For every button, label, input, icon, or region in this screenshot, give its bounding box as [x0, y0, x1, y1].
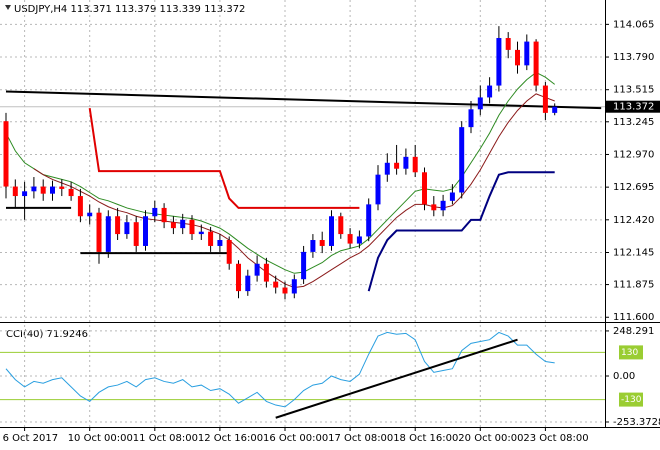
level-label: 130 — [621, 348, 638, 358]
cci-title: CCI(40) 71.9246 — [6, 329, 88, 340]
candle-body — [459, 127, 465, 193]
collapse-icon — [5, 5, 11, 10]
indicator-line — [88, 107, 360, 209]
candle-body — [282, 287, 288, 294]
candle-body — [189, 219, 195, 235]
candle-body — [366, 204, 372, 237]
x-tick-label: 11 Oct 08:00 — [133, 433, 198, 444]
x-tick-label: 6 Oct 2017 — [3, 433, 58, 444]
candle-body — [22, 191, 28, 197]
y-tick-label: 112.145 — [613, 247, 654, 258]
candle-body — [59, 186, 65, 189]
candle-body — [422, 172, 427, 205]
candle-body — [533, 41, 539, 86]
candle-body — [440, 200, 446, 211]
candle-body — [263, 263, 269, 282]
candle-body — [226, 240, 232, 264]
candle-body — [31, 186, 37, 192]
candle-body — [273, 281, 279, 288]
candle-body — [403, 156, 409, 169]
trendline — [5, 90, 602, 110]
candle-body — [245, 275, 251, 292]
y-tick-label: 113.245 — [613, 117, 654, 128]
last-price-label: 113.372 — [613, 102, 654, 113]
candle-body — [515, 49, 520, 66]
candle-body — [143, 216, 148, 246]
candle-body — [477, 97, 483, 110]
last-price-box — [606, 100, 660, 113]
x-tick-label: 18 Oct 16:00 — [393, 433, 458, 444]
candle-body — [394, 162, 400, 169]
candle-body — [310, 240, 316, 252]
candle-body — [217, 240, 223, 246]
candle-body — [338, 216, 344, 235]
y-tick-label: 111.600 — [613, 312, 654, 323]
x-tick-label: 23 Oct 08:00 — [523, 433, 588, 444]
candle-body — [68, 188, 74, 197]
candle-body — [161, 207, 167, 223]
candle-body — [356, 236, 362, 244]
candle-body — [505, 38, 511, 50]
y-tick-label: 113.790 — [613, 52, 654, 63]
level-label: -130 — [621, 395, 642, 405]
candle-body — [152, 207, 158, 217]
candle-body — [170, 222, 176, 229]
candle-body — [524, 41, 530, 66]
trendline — [275, 338, 518, 419]
y-tick-label: 112.695 — [613, 182, 654, 193]
candle-body — [468, 109, 474, 128]
candle-body — [384, 162, 390, 175]
candle-body — [412, 156, 418, 173]
candle-body — [329, 216, 334, 246]
candle-body — [552, 106, 558, 113]
candle-body — [3, 121, 9, 187]
chart-title: USDJPY,H4 113.371 113.379 113.339 113.37… — [14, 4, 245, 15]
candle-body — [40, 186, 46, 194]
y-tick-label: 111.875 — [613, 280, 654, 291]
candle-body — [115, 216, 121, 235]
candle-body — [254, 263, 260, 276]
candle-body — [124, 222, 130, 235]
candle-body — [496, 38, 502, 86]
candle-body — [375, 174, 381, 205]
candle-body — [87, 212, 93, 217]
candle-body — [96, 212, 102, 252]
candle-body — [12, 186, 18, 197]
x-tick-label: 12 Oct 16:00 — [198, 433, 263, 444]
candle-body — [347, 234, 353, 244]
candle-body — [208, 231, 214, 246]
candle-body — [449, 192, 455, 201]
y-tick-label: 114.065 — [613, 19, 654, 30]
y-tick-label: 112.970 — [613, 149, 654, 160]
candle-body — [431, 204, 437, 211]
candle-body — [180, 219, 186, 229]
x-tick-label: 17 Oct 08:00 — [328, 433, 393, 444]
candle-body — [133, 222, 139, 246]
x-tick-label: 10 Oct 00:00 — [68, 433, 133, 444]
candle-body — [50, 186, 55, 194]
y-tick-label: 113.515 — [613, 85, 654, 96]
indicator-line — [367, 171, 555, 292]
candle-body — [487, 85, 493, 98]
candle-body — [105, 216, 111, 252]
candle-body — [77, 196, 83, 217]
candle-body — [301, 251, 307, 280]
x-tick-label: 16 Oct 00:00 — [263, 433, 328, 444]
cci-line — [5, 331, 555, 408]
candle-body — [542, 85, 548, 113]
y-tick-label: 112.420 — [613, 215, 654, 226]
candle-body — [291, 279, 297, 294]
candle-body — [236, 263, 241, 292]
candle-body — [198, 231, 204, 235]
y-tick-label: 248.291 — [613, 326, 654, 337]
x-tick-label: 20 Oct 00:00 — [458, 433, 523, 444]
candle-body — [319, 240, 325, 246]
y-tick-label: -253.3728 — [613, 417, 660, 428]
level-box — [619, 392, 643, 407]
y-tick-label: 0.00 — [613, 371, 635, 382]
level-box — [619, 345, 643, 360]
